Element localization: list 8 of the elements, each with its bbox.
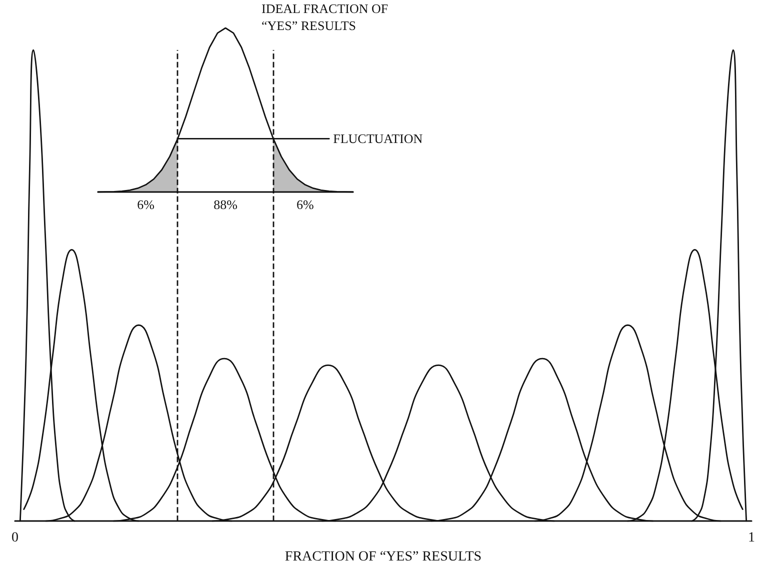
- annotation: IDEAL FRACTION OF “YES” RESULTS: [262, 1, 388, 33]
- x-tick-label: 1: [748, 530, 755, 546]
- annotation: FLUCTUATION: [333, 131, 424, 146]
- annotation: 6%: [137, 197, 155, 212]
- annotation: 6%: [296, 197, 314, 212]
- x-axis-title: FRACTION OF “YES” RESULTS: [284, 550, 482, 564]
- x-tick-label: 0: [12, 530, 18, 546]
- annotation: 88%: [214, 197, 238, 212]
